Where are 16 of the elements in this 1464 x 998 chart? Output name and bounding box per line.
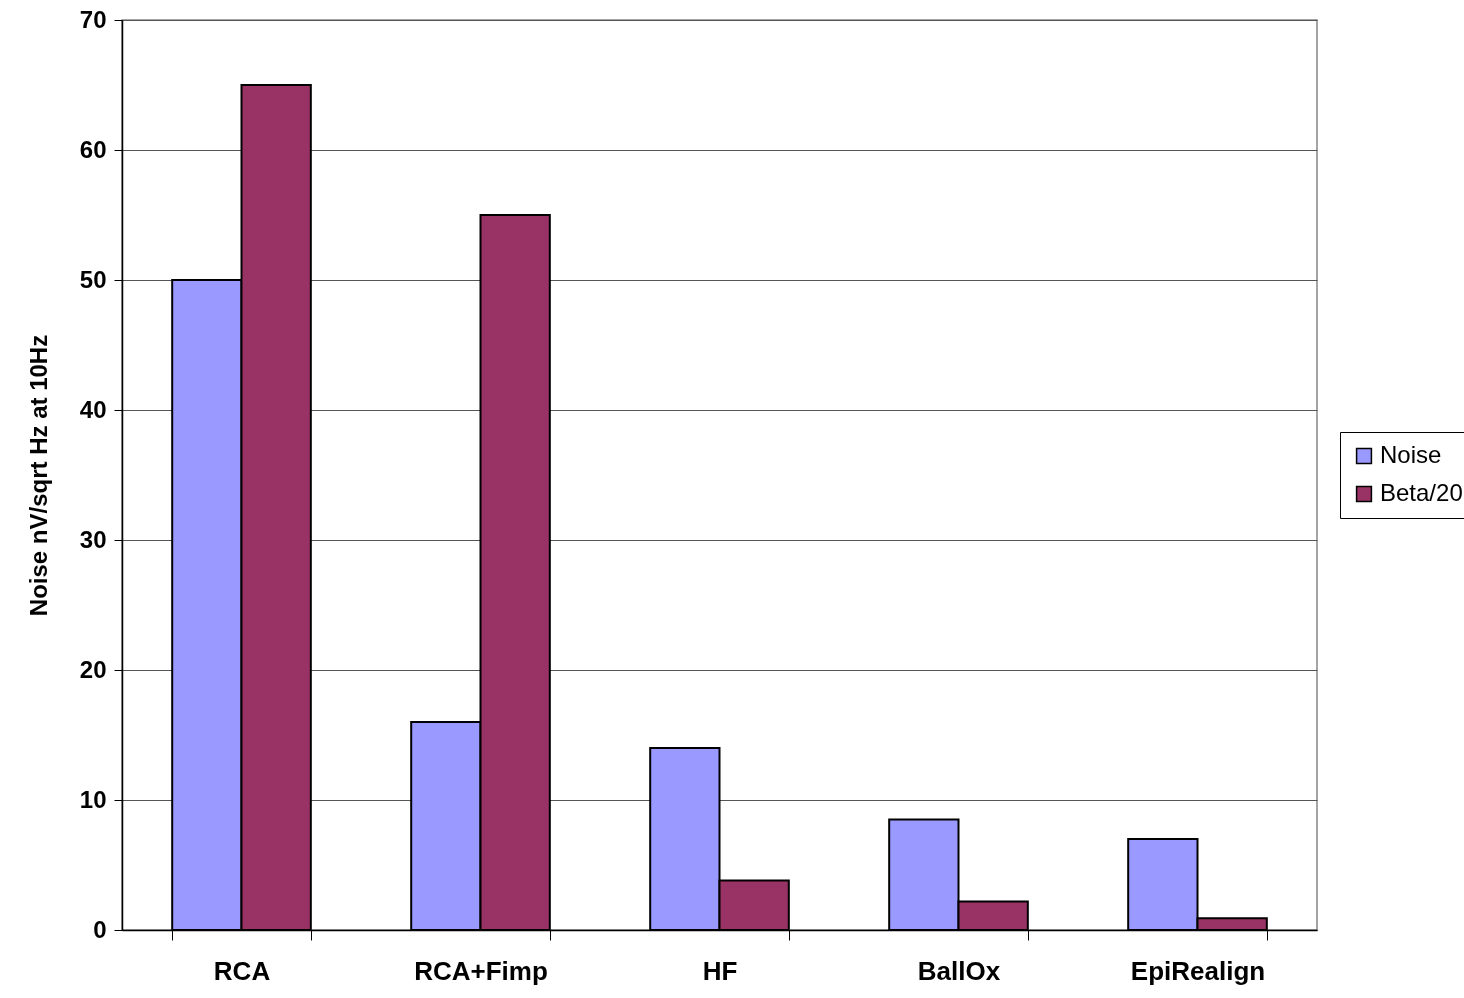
x-tick-label: EpiRealign — [1130, 955, 1266, 986]
y-tick-label: 0 — [93, 915, 107, 943]
x-tick-label: RCA+Fimp — [414, 955, 548, 986]
y-axis-title: Noise nV/sqrt Hz at 10Hz — [24, 334, 52, 617]
y-tick-label: 70 — [79, 5, 107, 33]
y-tick-label: 60 — [79, 135, 107, 163]
y-tick-label: 20 — [79, 655, 107, 683]
y-tick-label: 10 — [79, 785, 107, 813]
x-tick-label: RCA — [213, 955, 271, 986]
y-tick-label: 40 — [79, 395, 107, 423]
y-tick-label: 50 — [79, 265, 107, 293]
y-tick-label: 30 — [79, 525, 107, 553]
x-tick-label: BallOx — [917, 955, 1001, 986]
x-tick-label: HF — [702, 955, 738, 986]
legend-label: Noise — [1380, 441, 1442, 468]
legend-label: Beta/20 — [1380, 479, 1463, 506]
